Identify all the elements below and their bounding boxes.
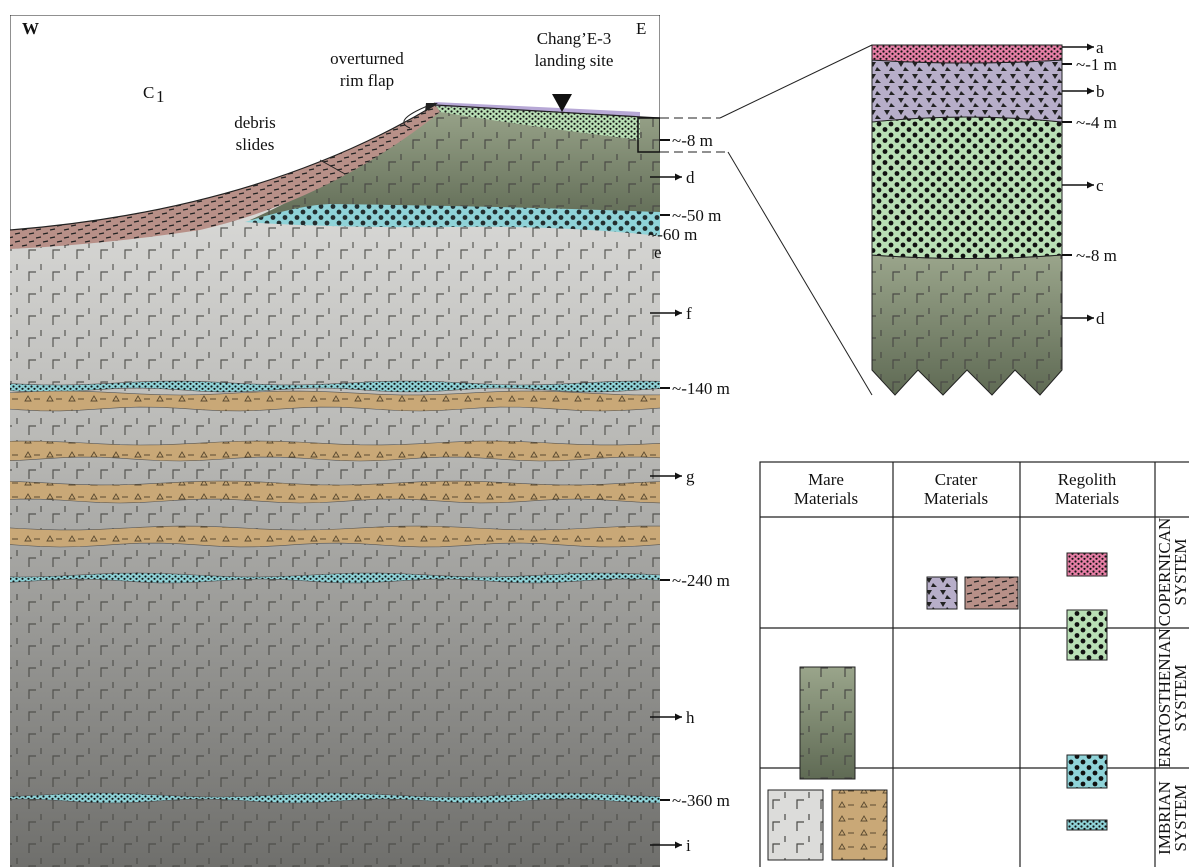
depth-label: ~-360 m [672,791,730,810]
unit-label: e [654,243,662,262]
landing-site-label: Chang’E-3 [537,29,612,48]
unit-arrow-head [675,714,682,721]
unit-arrow-head [675,174,682,181]
unit-arrow-head [675,473,682,480]
inset-arrow-head [1087,88,1094,95]
main-section [0,15,680,867]
west-label: W [22,19,39,38]
depth-label: ~-60 m [648,225,697,244]
legend-header: Mare [808,470,844,489]
inset-arrow-head [1087,315,1094,322]
inset-arrow-head [1087,44,1094,51]
legend-header: Crater [935,470,978,489]
landing-site-label: landing site [535,51,614,70]
legend-system: SYSTEM [1171,784,1189,851]
unit-arrow-head [675,842,682,849]
inset-unit-label: d [1096,309,1105,328]
legend-swatches [768,553,1107,860]
legend-header: Materials [1055,489,1119,508]
unit-label: i [686,836,691,855]
rim-flap-label: rim flap [340,71,394,90]
inset-depth-label: ~-8 m [1076,246,1117,265]
unit-label: f [686,304,692,323]
unit-label: h [686,708,695,727]
depth-label: ~-140 m [672,379,730,398]
inset-depth-label: ~-4 m [1076,113,1117,132]
legend-system: SYSTEM [1171,538,1189,605]
inset-arrow-head [1087,182,1094,189]
east-label: E [636,19,646,38]
legend-system: SYSTEM [1171,664,1189,731]
legend-header: Materials [794,489,858,508]
unit-label: g [686,467,695,486]
inset-depth-label: ~-1 m [1076,55,1117,74]
inset-unit-label: c [1096,176,1104,195]
legend-header: Regolith [1058,470,1117,489]
depth-label: ~-240 m [672,571,730,590]
debris-label: slides [236,135,275,154]
geologic-cross-section: W E C1 overturned rim flap debris slides Chang’… [0,0,1189,867]
debris-label: debris [234,113,276,132]
rim-flap-label: overturned [330,49,404,68]
crater-subscript: 1 [156,87,165,106]
crater-label: C [143,83,154,102]
depth-label: ~-50 m [672,206,721,225]
unit-label: d [686,168,695,187]
legend-header: Materials [924,489,988,508]
legend-table [760,462,1189,867]
unit-arrow-head [675,310,682,317]
inset-unit-label: b [1096,82,1105,101]
inset-column [872,45,1062,395]
depth-label: ~-8 m [672,131,713,150]
